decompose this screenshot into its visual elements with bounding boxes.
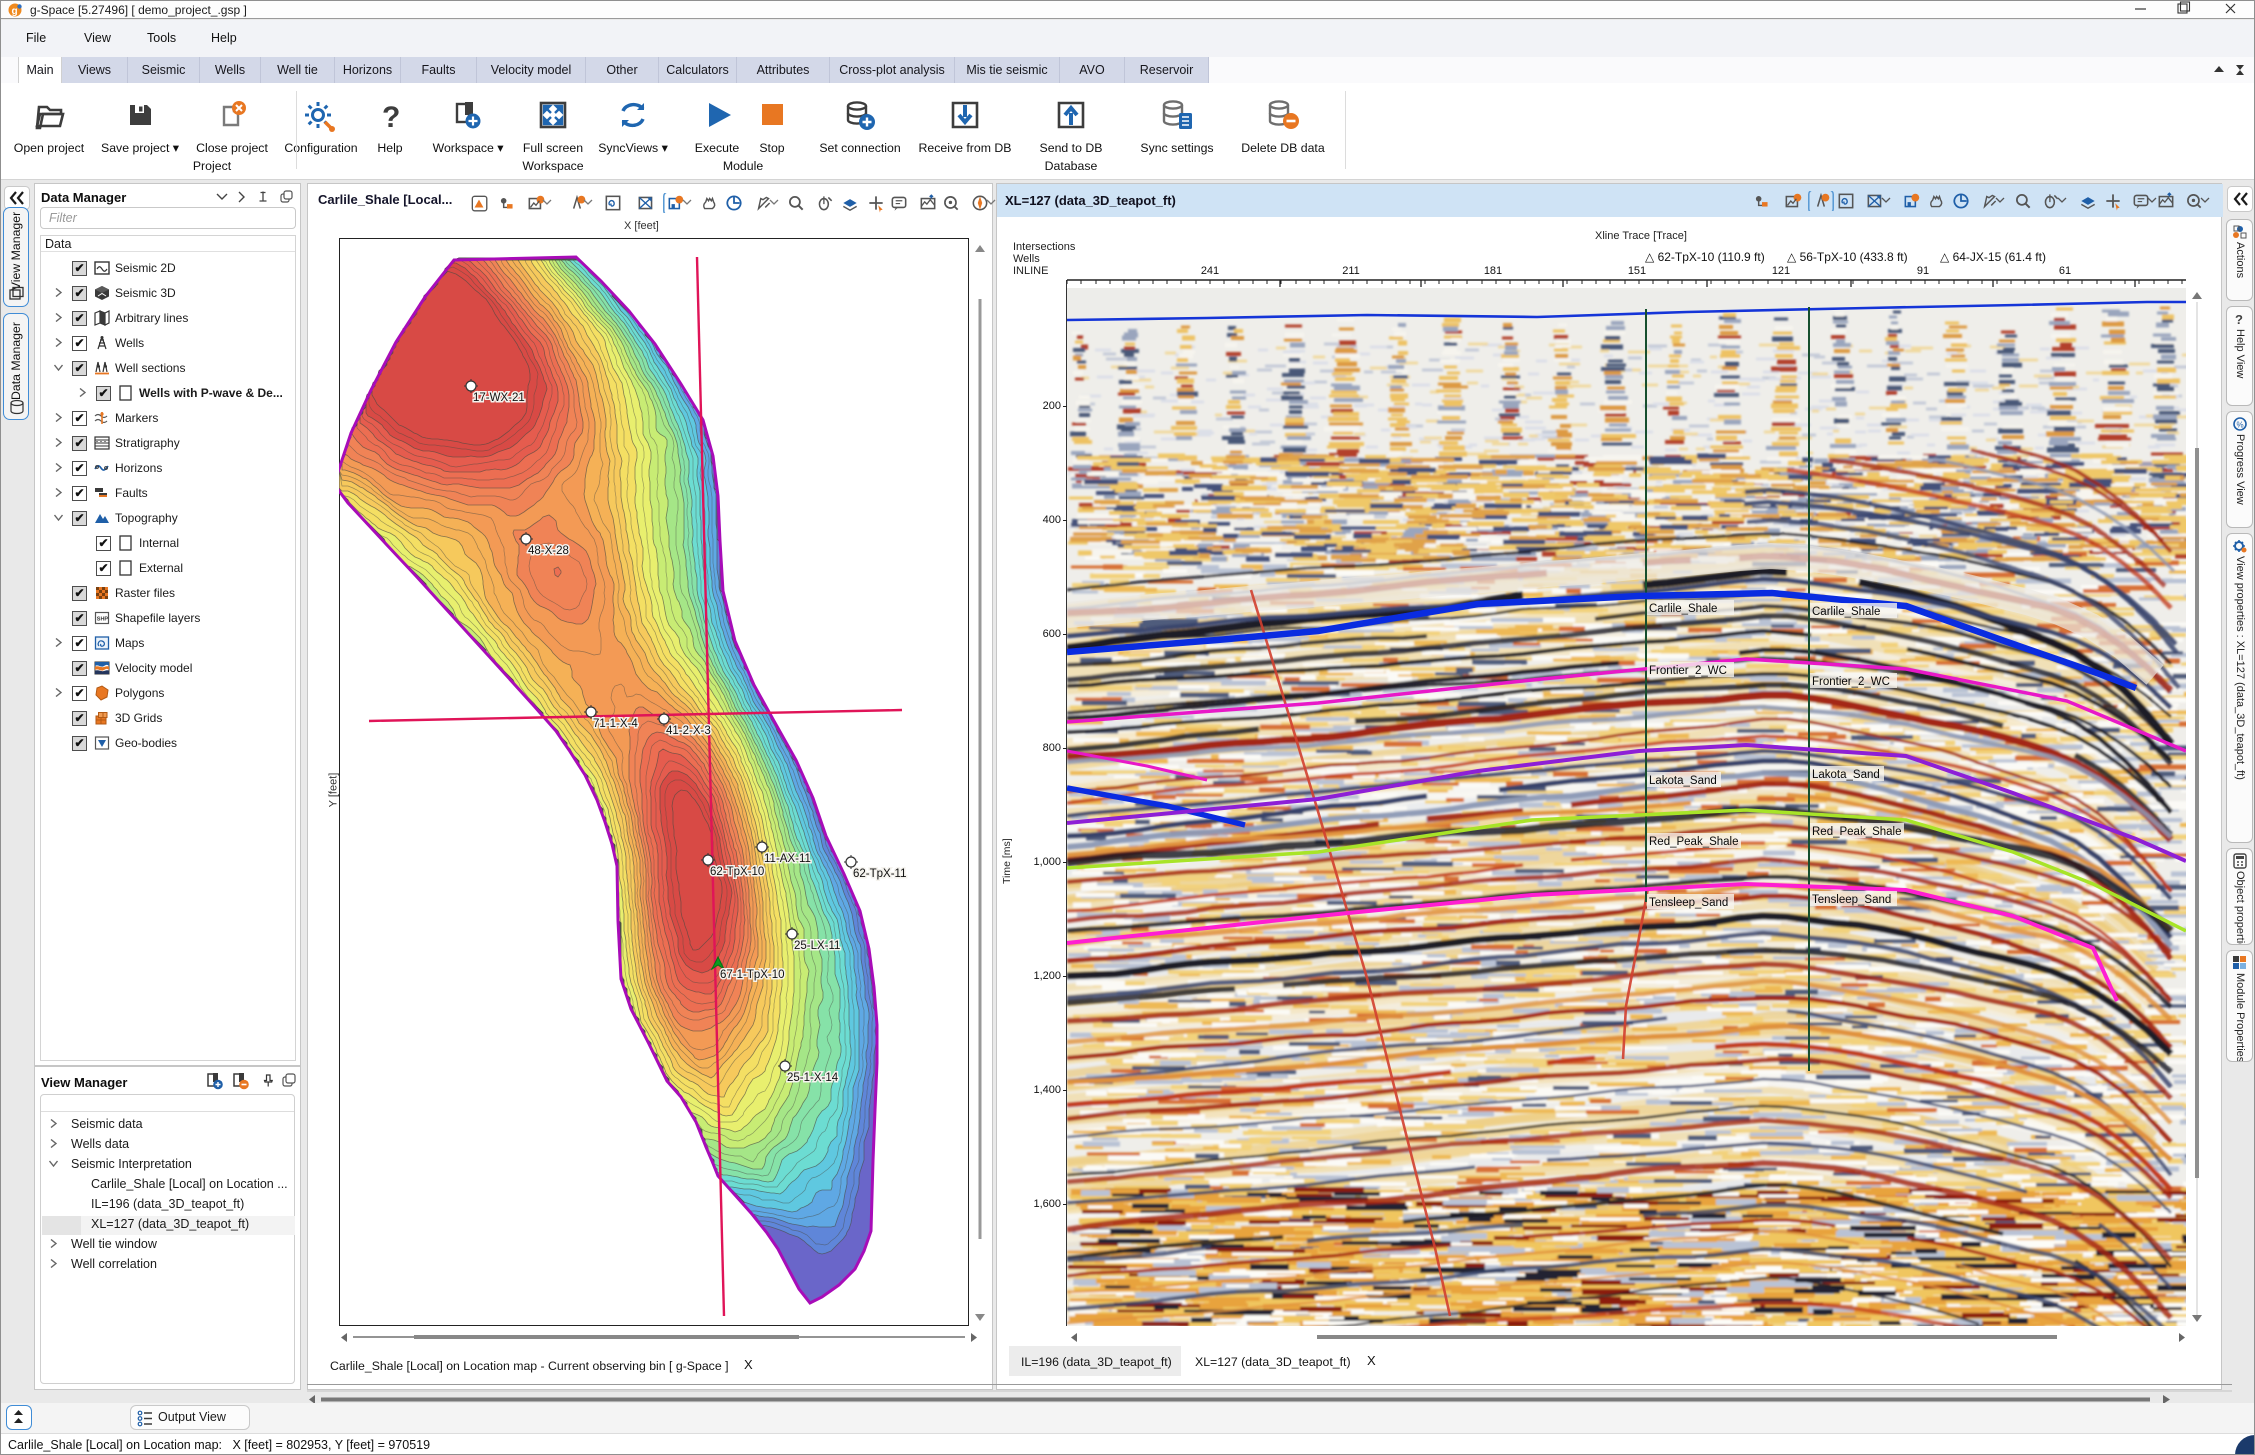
svg-text:25-1-X-14: 25-1-X-14 bbox=[787, 1072, 839, 1084]
svg-text:71-1-X-4: 71-1-X-4 bbox=[593, 718, 638, 730]
svg-text:Carlile_Shale: Carlile_Shale bbox=[1649, 603, 1717, 615]
svg-text:25-LX-11: 25-LX-11 bbox=[794, 940, 840, 952]
svg-text:Red_Peak_Shale: Red_Peak_Shale bbox=[1812, 826, 1902, 838]
svg-text:Carlile_Shale: Carlile_Shale bbox=[1812, 606, 1880, 618]
svg-text:g: g bbox=[12, 6, 18, 17]
svg-text:Tensleep_Sand: Tensleep_Sand bbox=[1649, 897, 1728, 909]
svg-text:Frontier_2_WC: Frontier_2_WC bbox=[1649, 665, 1727, 677]
svg-text:17-WX-21: 17-WX-21 bbox=[473, 392, 525, 404]
svg-text:Frontier_2_WC: Frontier_2_WC bbox=[1812, 676, 1890, 688]
svg-text:Lakota_Sand: Lakota_Sand bbox=[1812, 769, 1880, 781]
svg-text:Red_Peak_Shale: Red_Peak_Shale bbox=[1649, 836, 1739, 848]
svg-text:?: ? bbox=[2235, 312, 2243, 327]
svg-text:Lakota_Sand: Lakota_Sand bbox=[1649, 775, 1717, 787]
svg-text:?: ? bbox=[382, 101, 400, 134]
svg-text:%: % bbox=[2237, 421, 2244, 430]
svg-text:62-TpX-10: 62-TpX-10 bbox=[710, 866, 764, 878]
svg-text:SHP: SHP bbox=[97, 617, 109, 623]
svg-text:62-TpX-11: 62-TpX-11 bbox=[853, 868, 906, 880]
svg-text:Tensleep_Sand: Tensleep_Sand bbox=[1812, 894, 1891, 906]
svg-text:67-1-TpX-10: 67-1-TpX-10 bbox=[720, 969, 785, 981]
svg-text:11-AX-11: 11-AX-11 bbox=[764, 853, 811, 865]
svg-text:48-X-28: 48-X-28 bbox=[528, 545, 569, 557]
svg-text:41-2-X-3: 41-2-X-3 bbox=[666, 725, 711, 737]
